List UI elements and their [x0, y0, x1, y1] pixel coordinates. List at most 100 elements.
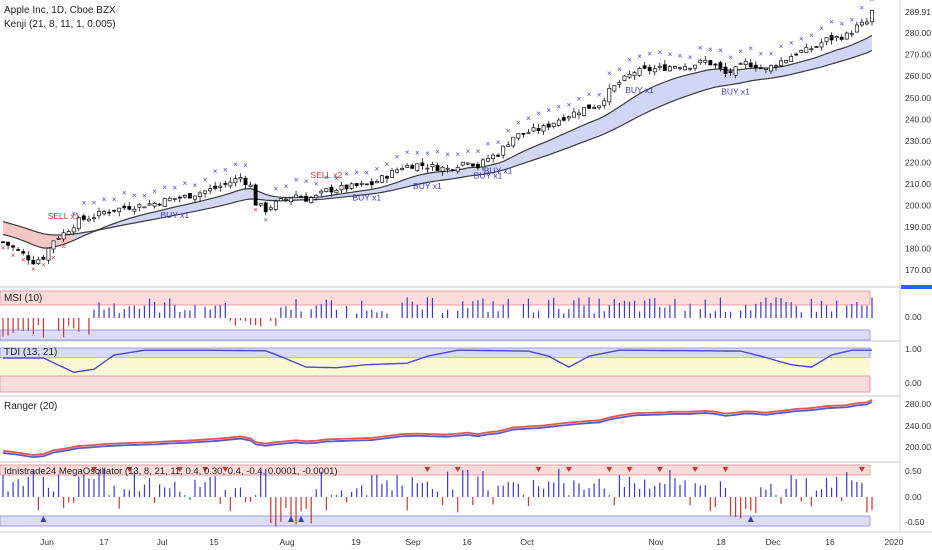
candle-body [667, 66, 672, 72]
candle-body [117, 207, 122, 212]
bear-x-marker: × [21, 255, 26, 264]
candle-body [597, 105, 602, 108]
candle [430, 161, 435, 172]
bull-x-marker: × [657, 48, 662, 57]
candle [152, 202, 157, 209]
time-tick-label: 18 [716, 537, 726, 547]
bull-x-marker: × [708, 45, 713, 54]
candle-body [177, 196, 182, 199]
candle-body [61, 232, 66, 240]
ranger-line [2, 399, 873, 456]
bear-x-marker: × [1, 243, 6, 252]
candle [329, 184, 334, 197]
candle-body [693, 64, 698, 69]
candle [566, 115, 571, 122]
candle [849, 30, 854, 38]
candle [11, 244, 16, 251]
bull-x-marker: × [627, 56, 632, 65]
candle-body [491, 154, 496, 160]
bull-x-marker: × [324, 173, 329, 182]
candle-body [218, 185, 223, 188]
sell-signal-label: SELL x2 [310, 170, 342, 180]
candle-body [410, 165, 415, 169]
bull-x-marker: × [617, 65, 622, 74]
mega-sell-triangle [606, 467, 613, 472]
mega-sell-triangle [565, 467, 572, 472]
candle-body [152, 202, 157, 207]
candle-body [753, 64, 758, 69]
bull-x-marker: × [688, 53, 693, 62]
kenji-legend[interactable]: Kenji (21, 8, 11, 1, 0.005) [4, 19, 116, 30]
candle [21, 248, 26, 256]
candle [364, 183, 369, 186]
candle [475, 162, 480, 171]
bull-x-marker: × [395, 153, 400, 162]
candle-body [859, 21, 864, 26]
candle-body [147, 203, 152, 206]
candle [137, 203, 142, 212]
candle [647, 64, 652, 75]
candle-body [551, 122, 556, 127]
candle [824, 37, 829, 46]
candle-body [243, 177, 248, 186]
candle-body [339, 185, 344, 191]
candle [784, 59, 789, 64]
bull-x-marker: × [92, 199, 97, 208]
msi-legend[interactable]: MSI (10) [4, 293, 43, 304]
candle [627, 70, 632, 79]
candle [218, 182, 223, 192]
msi-overbought-zone [0, 290, 871, 306]
buy-signal-label: BUY x1 [352, 193, 381, 203]
symbol-legend[interactable]: Apple Inc, 1D, Cboe BZX [4, 5, 116, 16]
candle [112, 209, 117, 213]
candle-body [273, 200, 278, 210]
candle [142, 206, 147, 209]
candle-body [758, 67, 763, 70]
price-tick-label: 210.00 [905, 179, 931, 189]
mega-buy-triangle [298, 516, 305, 522]
candle-body [602, 100, 607, 106]
candle [182, 194, 187, 199]
bull-x-marker: × [233, 160, 238, 169]
candle-body [400, 168, 405, 171]
mega-sell-triangle [126, 467, 133, 472]
ranger-tick-label: 240.00 [905, 421, 931, 431]
tdi-tick-label: 0.00 [905, 378, 922, 388]
candle [66, 229, 71, 235]
candle-body [137, 204, 142, 208]
mega-sell-triangle [626, 467, 633, 472]
candle [526, 129, 531, 135]
candle-body [526, 132, 531, 135]
mega-buy-triangle [40, 516, 47, 522]
candle-body [162, 198, 167, 207]
mega-overbought-zone [0, 464, 871, 476]
bull-x-marker: × [526, 114, 531, 123]
bear-x-marker: × [253, 205, 258, 214]
candle [769, 64, 773, 74]
bull-x-marker: × [304, 177, 309, 186]
bull-x-marker: × [132, 191, 137, 200]
mega-sell-triangle [722, 467, 729, 472]
candle [743, 58, 748, 70]
ranger-legend[interactable]: Ranger (20) [4, 401, 58, 412]
candle-body [617, 82, 622, 85]
candle [506, 141, 511, 147]
candle-body [238, 177, 243, 180]
candle-body [112, 209, 117, 212]
candle-body [854, 24, 859, 33]
candle-body [632, 72, 637, 77]
tdi-legend[interactable]: TDI (13, 21) [4, 347, 58, 358]
candle-body [132, 208, 137, 212]
candle [652, 64, 657, 76]
candle [455, 165, 460, 174]
candle [602, 97, 607, 109]
candle [617, 79, 622, 88]
candle [733, 66, 738, 79]
candle [718, 60, 723, 72]
candle [283, 197, 288, 203]
candle [1, 241, 5, 244]
mega-legend[interactable]: Idnistrade24 MegaOscillator (13, 8, 21, … [4, 466, 338, 477]
kenji-cloud-bearish [3, 221, 74, 248]
candle-body [193, 195, 197, 200]
